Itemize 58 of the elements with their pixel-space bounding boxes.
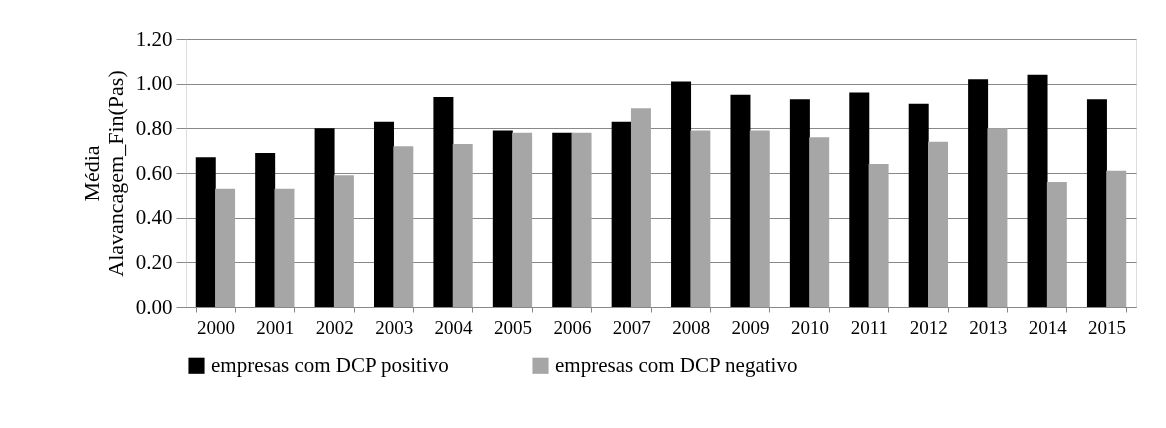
bar (452, 143, 473, 307)
bar (1027, 74, 1048, 307)
bar (968, 79, 989, 307)
y-tick-label: 0.40 (135, 205, 173, 230)
x-tick-label: 2012 (909, 316, 948, 338)
bar (928, 141, 949, 307)
y-tick-label: 1.20 (135, 26, 173, 51)
x-tick-label: 2002 (315, 316, 354, 338)
y-tick-label: 0.20 (135, 249, 173, 274)
y-tick-label: 0.60 (135, 160, 173, 185)
bar (215, 188, 236, 307)
x-tick-label: 2004 (434, 316, 474, 338)
x-tick-label: 2007 (612, 316, 651, 338)
bar (255, 152, 276, 307)
bar (671, 81, 692, 307)
y-axis-title: Média Alavancagem_Fin(Pas) (78, 70, 128, 277)
bar (333, 175, 354, 307)
bar (195, 157, 216, 307)
bar (987, 128, 1008, 307)
bar (789, 99, 810, 307)
bar (492, 130, 513, 307)
bar (849, 92, 870, 307)
bar (868, 164, 889, 307)
bar (393, 146, 414, 307)
x-tick-label: 2010 (791, 316, 830, 338)
x-tick-label: 2006 (553, 316, 592, 338)
bar (274, 188, 295, 307)
y-tick-label: 0.80 (135, 115, 173, 140)
bar (1046, 181, 1067, 307)
bar (749, 130, 770, 307)
x-tick-label: 2008 (672, 316, 711, 338)
x-tick-label: 2005 (493, 316, 532, 338)
y-tick-label: 0.00 (135, 294, 173, 319)
bar (809, 137, 830, 307)
bar (1086, 99, 1107, 307)
bar (433, 97, 454, 307)
bar (571, 132, 592, 307)
bar (314, 128, 335, 307)
bar (630, 108, 651, 307)
x-tick-label: 2011 (850, 316, 889, 338)
x-tick-label: 2000 (196, 316, 235, 338)
x-tick-label: 2015 (1088, 316, 1127, 338)
x-tick-label: 2014 (1028, 316, 1068, 338)
bar (908, 103, 929, 307)
x-tick-label: 2009 (731, 316, 770, 338)
x-tick-label: 2013 (969, 316, 1008, 338)
bar (1106, 170, 1127, 307)
bar (730, 94, 751, 307)
legend-label: empresas com DCP positivo (211, 352, 449, 377)
bar (611, 121, 632, 307)
bar (690, 130, 711, 307)
x-tick-label: 2003 (375, 316, 414, 338)
legend-label: empresas com DCP negativo (555, 352, 798, 377)
bar (552, 132, 573, 307)
bar (373, 121, 394, 307)
y-tick-label: 1.00 (135, 71, 173, 96)
x-tick-label: 2001 (256, 316, 295, 338)
bar (512, 132, 533, 307)
